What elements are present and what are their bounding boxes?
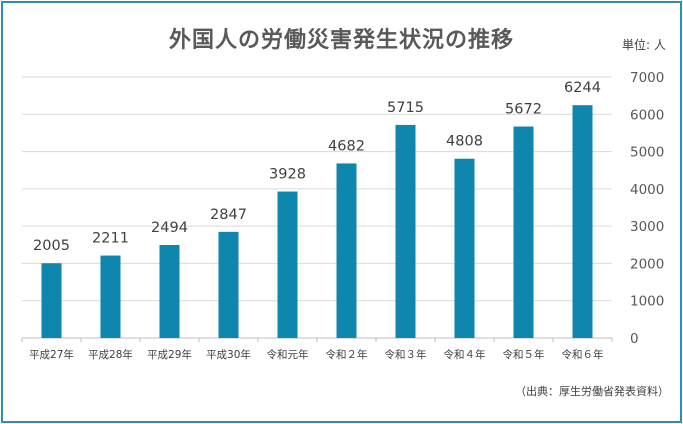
chart-title: 外国人の労働災害発生状況の推移 [168,28,514,53]
bar [572,105,593,338]
bar [454,158,475,338]
y-tick-label: 5000 [630,145,664,161]
x-category-label: 平成28年 [88,348,133,361]
x-category-label: 令和３年 [385,348,427,361]
x-category-label: 令和５年 [503,348,545,361]
data-label: 3928 [269,167,306,183]
x-category-label: 令和元年 [267,348,309,361]
data-label: 2211 [92,231,129,247]
y-tick-label: 2000 [630,256,664,272]
x-category-label: 平成27年 [29,348,74,361]
bar [218,231,239,338]
bar [100,255,121,338]
data-label: 5672 [505,102,542,118]
data-label: 6244 [564,80,601,96]
data-label: 5715 [387,100,424,116]
data-label: 4682 [328,138,365,154]
x-category-label: 令和６年 [562,348,604,361]
bar [159,245,180,338]
data-label: 2005 [33,238,70,254]
x-category-label: 平成29年 [147,348,192,361]
x-category-label: 平成30年 [206,348,251,361]
x-category-label: 令和４年 [444,348,486,361]
y-tick-label: 3000 [630,219,664,235]
x-category-label: 令和２年 [326,348,368,361]
y-tick-label: 7000 [630,70,664,86]
y-tick-label: 6000 [630,107,664,123]
source-note: （出典：厚生労働省発表資料） [515,385,669,398]
bar [41,263,62,338]
bar [336,163,357,338]
bar [395,124,416,338]
bar [277,191,298,338]
data-label: 2494 [151,220,188,236]
data-label: 2847 [210,207,247,223]
unit-label: 単位: 人 [622,38,666,52]
bar [513,126,534,338]
y-tick-label: 1000 [630,294,664,310]
y-tick-label: 4000 [630,182,664,198]
data-label: 4808 [446,134,483,150]
y-tick-label: 0 [630,331,639,347]
